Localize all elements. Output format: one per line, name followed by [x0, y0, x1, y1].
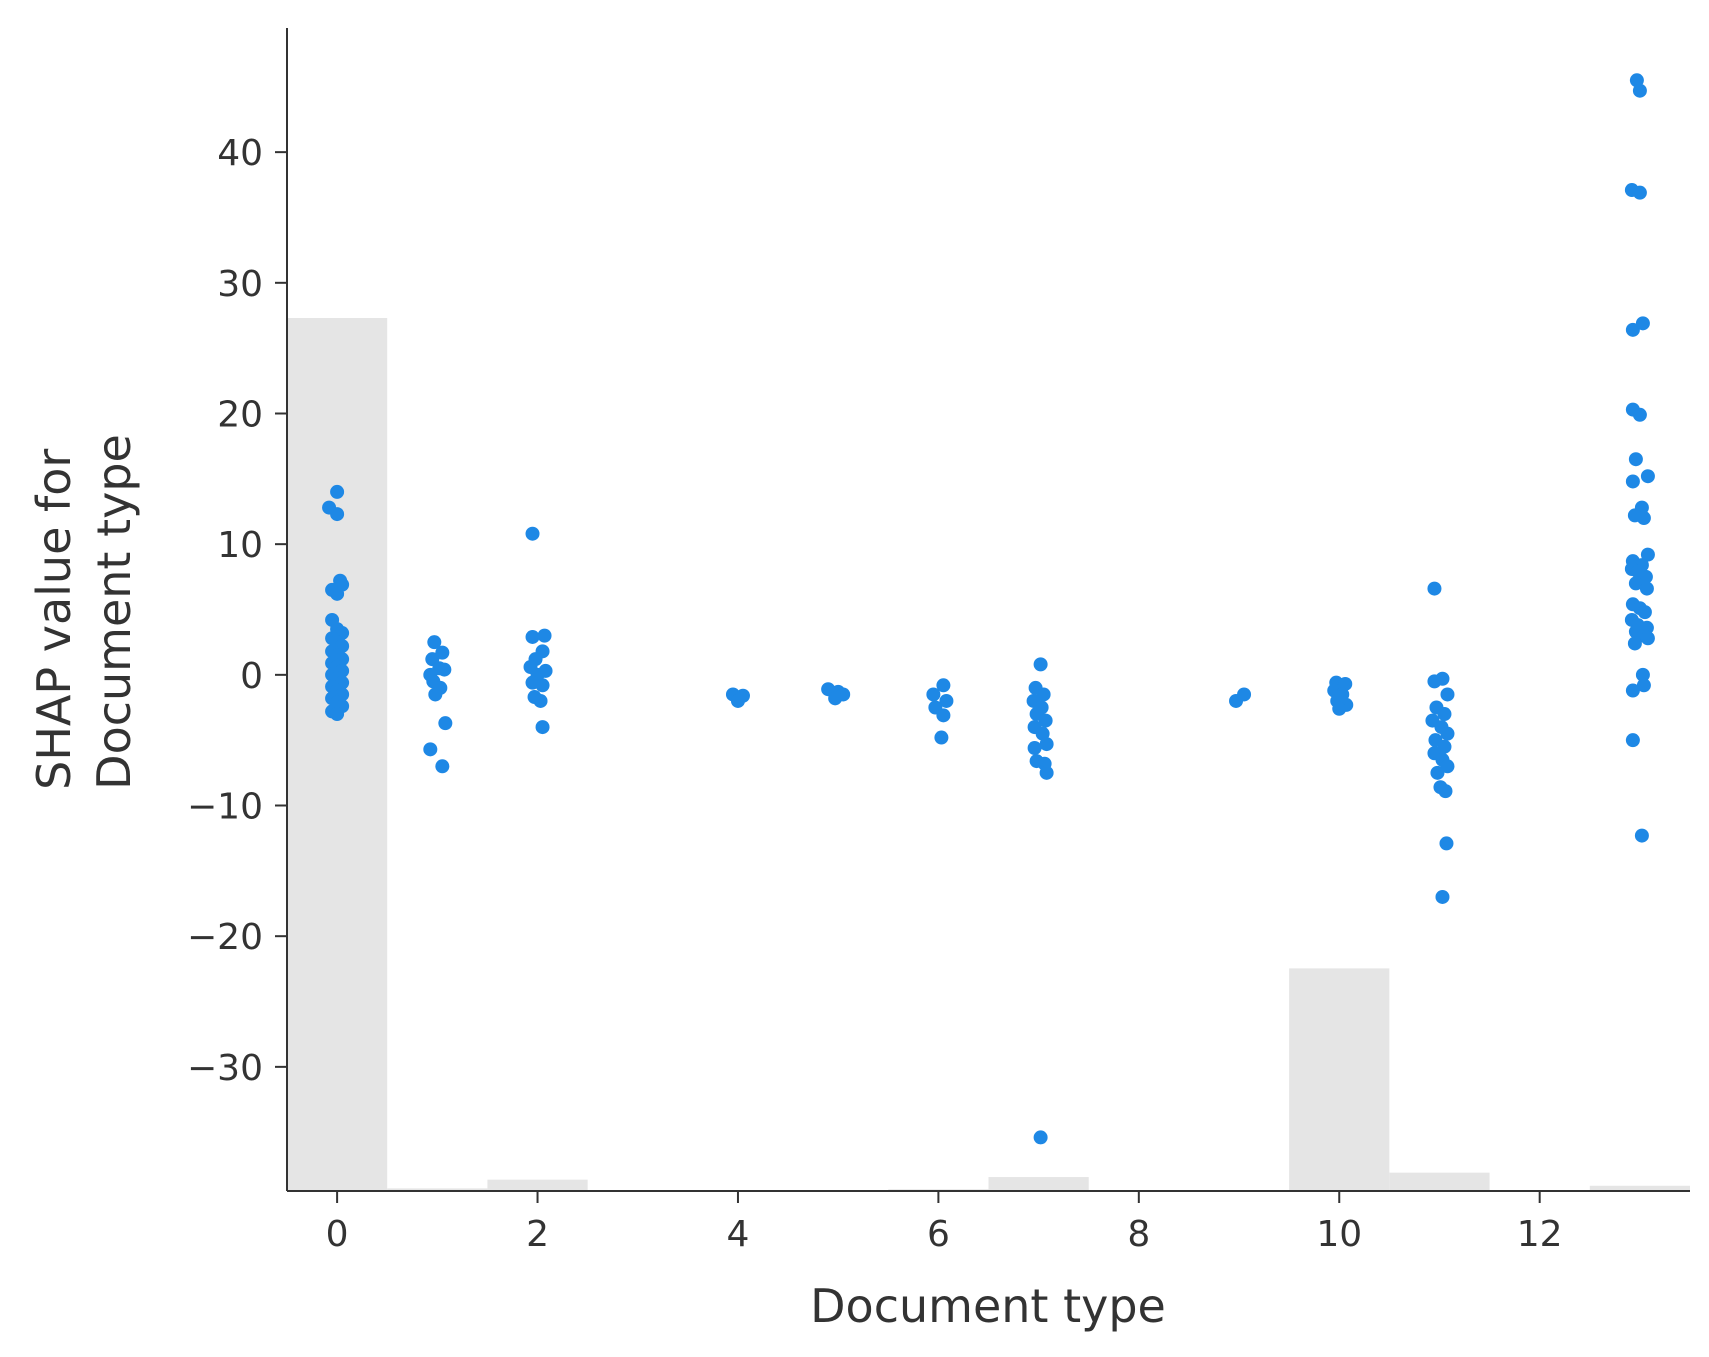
data-point: [936, 708, 951, 723]
data-point: [828, 691, 843, 706]
data-point: [1627, 508, 1642, 523]
data-point: [1628, 576, 1643, 591]
x-tick-label: 8: [1127, 1214, 1150, 1255]
x-tick-label: 2: [526, 1214, 549, 1255]
x-tick-label: 12: [1517, 1214, 1563, 1255]
data-point: [1027, 741, 1042, 756]
histogram-bar-7: [988, 1177, 1089, 1191]
data-point: [1430, 765, 1445, 780]
data-point: [1033, 1130, 1048, 1145]
data-point: [437, 662, 452, 677]
y-tick-label: −20: [187, 917, 263, 958]
data-point: [330, 507, 345, 522]
data-point: [1640, 631, 1655, 646]
data-point: [1440, 759, 1455, 774]
data-point: [1437, 707, 1452, 722]
data-point: [1332, 701, 1347, 716]
data-point: [525, 526, 540, 541]
data-point: [1440, 687, 1455, 702]
data-point: [1635, 667, 1650, 682]
data-point: [1033, 657, 1048, 672]
data-point: [1625, 683, 1640, 698]
data-point: [1632, 185, 1647, 200]
x-tick-label: 10: [1316, 1214, 1362, 1255]
data-point: [1634, 828, 1649, 843]
data-point: [428, 687, 443, 702]
data-point: [730, 693, 745, 708]
data-point: [1627, 636, 1642, 651]
x-tick-label: 4: [727, 1214, 750, 1255]
data-point: [1440, 726, 1455, 741]
histogram-bar-1: [387, 1188, 488, 1191]
data-point: [330, 586, 345, 601]
data-point: [330, 484, 345, 499]
histogram-bar-0: [287, 318, 388, 1191]
y-tick-label: 0: [240, 656, 263, 697]
data-point: [1625, 474, 1640, 489]
data-point: [1237, 687, 1252, 702]
data-point: [1640, 469, 1655, 484]
y-axis-title-line-2: Document type: [87, 434, 141, 790]
y-tick-label: 20: [217, 394, 263, 435]
data-point: [1437, 739, 1452, 754]
data-point: [427, 635, 442, 650]
ticks-layer: 0 2 4 6 8 10 12 −30 −20 −10 0 10 20 30 40: [187, 133, 1563, 1255]
data-point: [1039, 737, 1054, 752]
data-point: [1632, 83, 1647, 98]
data-point: [1435, 671, 1450, 686]
y-tick-label: 40: [217, 133, 263, 174]
data-point: [1625, 322, 1640, 337]
histogram-bar-2: [487, 1179, 588, 1191]
y-tick-label: −10: [187, 787, 263, 828]
data-point: [926, 687, 941, 702]
axes-layer: [286, 28, 1690, 1192]
y-tick-label: −30: [187, 1048, 263, 1089]
data-point: [435, 759, 450, 774]
data-point: [1637, 605, 1652, 620]
histogram-bar-11: [1389, 1172, 1490, 1191]
data-point: [330, 707, 345, 722]
x-tick-label: 0: [326, 1214, 349, 1255]
data-point: [1628, 452, 1643, 467]
data-point: [535, 678, 550, 693]
y-tick-label: 10: [217, 525, 263, 566]
data-point: [1038, 713, 1053, 728]
data-point: [1635, 316, 1650, 331]
data-point: [537, 628, 552, 643]
data-point: [1039, 765, 1054, 780]
data-point: [535, 720, 550, 735]
y-tick-label: 30: [217, 264, 263, 305]
data-point: [936, 678, 951, 693]
histogram-bar-13: [1589, 1185, 1690, 1191]
data-point: [1632, 407, 1647, 422]
x-axis-title: Document type: [810, 1279, 1166, 1333]
x-tick-label: 6: [927, 1214, 950, 1255]
data-point: [1435, 889, 1450, 904]
data-point: [423, 742, 438, 757]
data-point: [533, 693, 548, 708]
data-point: [1638, 569, 1653, 584]
data-point: [438, 716, 453, 731]
points-layer: [322, 73, 1655, 1145]
data-point: [934, 730, 949, 745]
data-point: [1036, 687, 1051, 702]
data-point: [435, 645, 450, 660]
data-point: [1438, 784, 1453, 799]
histogram-bar-10: [1289, 968, 1390, 1191]
data-point: [1625, 733, 1640, 748]
data-point: [525, 629, 540, 644]
data-point: [1636, 678, 1651, 693]
histogram-layer: [287, 318, 1690, 1191]
data-point: [1639, 581, 1654, 596]
y-axis-title-line-1: SHAP value for: [27, 449, 81, 790]
y-axis-title: SHAP value for Document type: [27, 434, 141, 790]
data-point: [1427, 581, 1442, 596]
data-point: [1640, 547, 1655, 562]
data-point: [939, 693, 954, 708]
data-point: [1439, 836, 1454, 851]
